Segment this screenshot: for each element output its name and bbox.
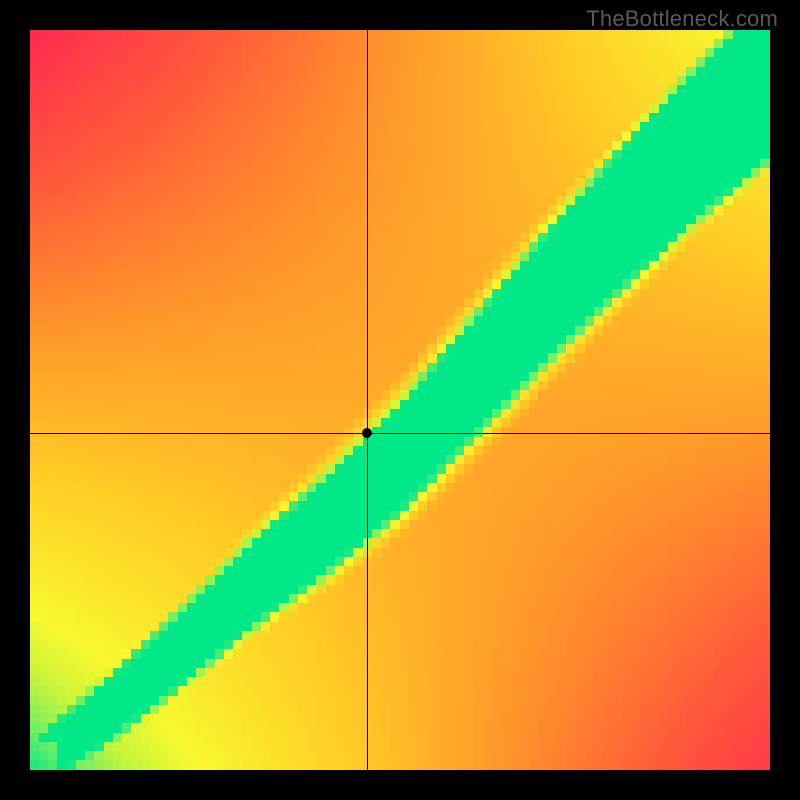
crosshair-vertical [367, 30, 368, 770]
crosshair-horizontal [30, 433, 770, 434]
heatmap-canvas [30, 30, 770, 770]
configuration-marker [362, 428, 372, 438]
watermark-text: TheBottleneck.com [586, 6, 778, 32]
bottleneck-heatmap [30, 30, 770, 770]
